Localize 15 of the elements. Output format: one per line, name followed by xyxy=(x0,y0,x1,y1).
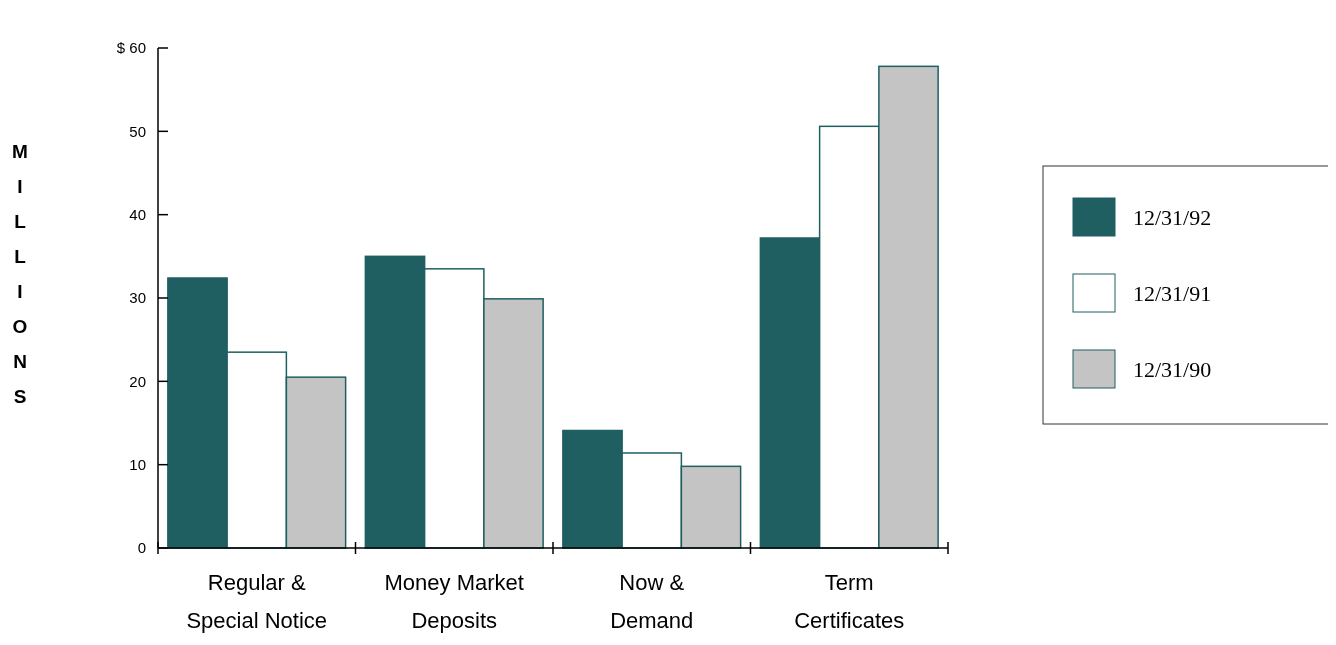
y-tick-label: 40 xyxy=(129,205,146,223)
y-tick-label: $ 60 xyxy=(116,39,146,57)
y-tick-label: 50 xyxy=(129,122,146,140)
y-tick-label: 10 xyxy=(129,455,146,473)
y-tick-label: 20 xyxy=(129,372,146,390)
legend-label: 12/31/91 xyxy=(1133,280,1212,306)
legend-label: 12/31/90 xyxy=(1133,356,1212,382)
x-tick-label: Regular & Special Notice xyxy=(186,570,328,633)
x-tick-label: Now & Demand xyxy=(610,570,694,633)
y-tick-label: 30 xyxy=(129,289,146,307)
legend-label: 12/31/92 xyxy=(1133,204,1212,230)
y-axis-title: MILLIONS xyxy=(12,141,28,407)
y-tick-label: 0 xyxy=(137,539,146,557)
x-tick-label: Term Certificates xyxy=(794,570,905,633)
x-tick-label: Money Market Deposits xyxy=(384,570,524,633)
